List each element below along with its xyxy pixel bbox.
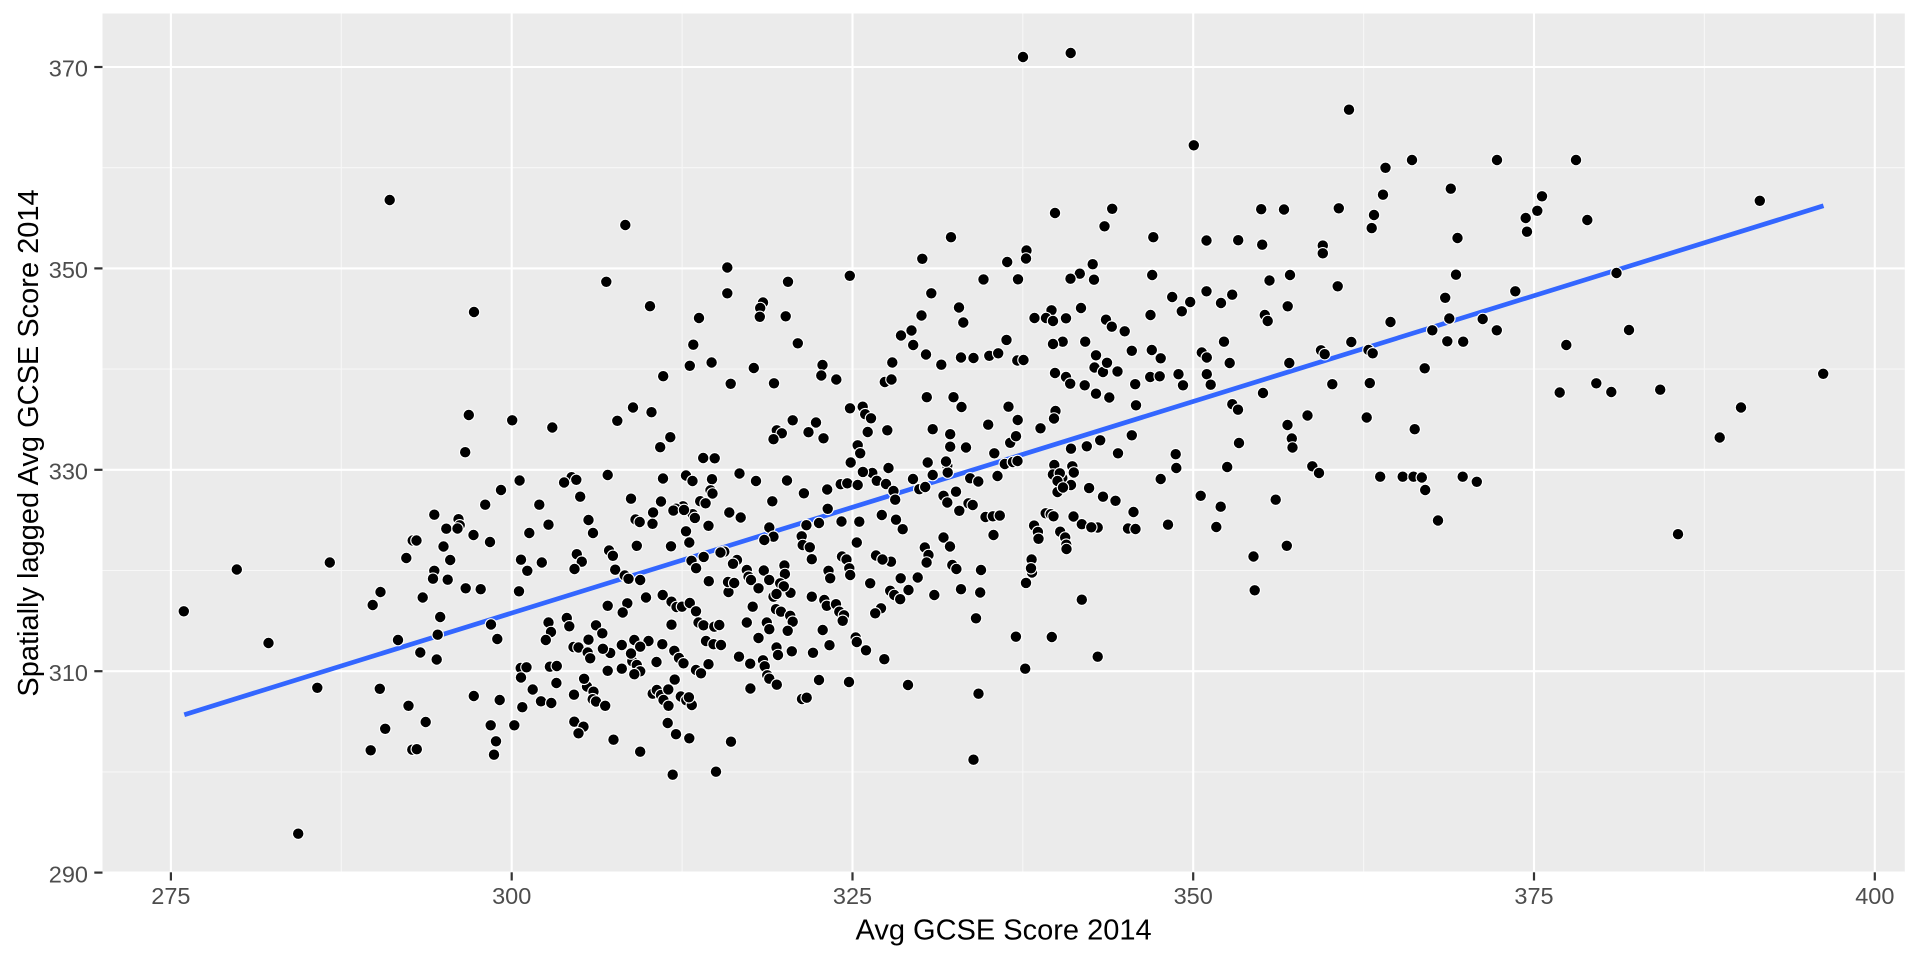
svg-text:330: 330 xyxy=(49,459,88,485)
svg-text:Spatially lagged Avg GCSE Scor: Spatially lagged Avg GCSE Score 2014 xyxy=(13,189,45,696)
svg-text:350: 350 xyxy=(49,257,88,283)
svg-text:375: 375 xyxy=(1514,883,1553,909)
svg-text:400: 400 xyxy=(1855,883,1894,909)
svg-text:350: 350 xyxy=(1174,883,1213,909)
svg-text:310: 310 xyxy=(49,660,88,686)
svg-text:290: 290 xyxy=(49,861,88,887)
svg-text:370: 370 xyxy=(49,56,88,82)
svg-text:300: 300 xyxy=(492,883,531,909)
svg-text:275: 275 xyxy=(151,883,190,909)
svg-text:Avg GCSE Score 2014: Avg GCSE Score 2014 xyxy=(856,915,1152,947)
svg-text:325: 325 xyxy=(833,883,872,909)
